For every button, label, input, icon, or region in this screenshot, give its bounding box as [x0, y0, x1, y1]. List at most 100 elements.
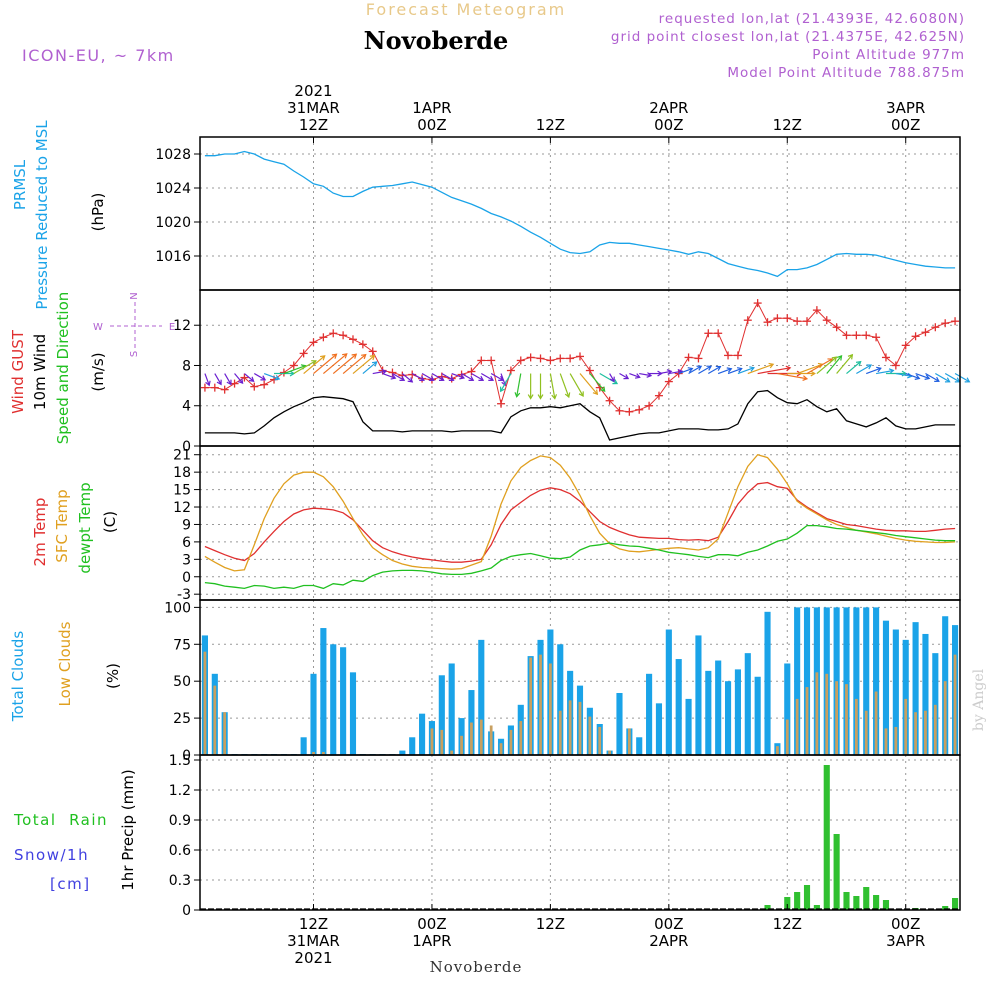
wind-arrow [471, 373, 484, 381]
total-cloud-bar [685, 698, 692, 755]
wind-arrow-head [736, 367, 743, 373]
clouds-ytick-label: 0 [182, 748, 191, 764]
wind-arrow-head [749, 366, 755, 372]
wind-arrow [322, 353, 348, 374]
wind-arrow-head [888, 368, 895, 375]
clouds-ytick-label: 50 [173, 674, 191, 690]
top-time-label: 12Z [536, 116, 565, 134]
wind-arrow [816, 356, 837, 374]
requested-coords: requested lon,lat (21.4393E, 42.6080N) [659, 11, 965, 27]
bottom-time-label: 2APR [649, 932, 688, 950]
low-cloud-bar [479, 719, 483, 755]
wind-arrow-head [468, 375, 475, 381]
wind-arrow-head [331, 353, 338, 359]
precip-axis-label: 1hr Precip (mm) [119, 769, 137, 890]
wind-arrow-head [320, 355, 326, 361]
low-cloud-bar [825, 673, 829, 755]
wind-arrow-head [600, 386, 606, 393]
wind-arrow-head [488, 375, 495, 381]
low-cloud-bar [864, 710, 868, 755]
bottom-time-label: 3APR [886, 932, 925, 950]
bottom-time-label: 00Z [417, 915, 446, 933]
wind-arrow [214, 373, 222, 385]
total-cloud-bar [310, 673, 317, 755]
total-cloud-bar [764, 611, 771, 755]
wind-arrow-head [351, 353, 358, 359]
marks-layer [200, 150, 971, 910]
precip-bar [823, 765, 830, 910]
bottom-time-label: 00Z [654, 915, 683, 933]
total-cloud-bar [853, 607, 860, 755]
pressure-ytick-label: 1028 [155, 147, 191, 163]
wind-arrow [224, 373, 232, 385]
top-time-label: 3APR [886, 99, 925, 117]
wind-arrow [559, 373, 570, 398]
precip-label-cm: [cm] [50, 875, 91, 893]
total-cloud-bar [320, 628, 327, 755]
top-time-label: 00Z [417, 116, 446, 134]
cloud-labels: Total Clouds Low Clouds (%) [9, 621, 122, 722]
temp-ytick-label: 6 [182, 535, 191, 551]
footer-location: Novoberde [430, 958, 523, 976]
wind-arrow-head [407, 377, 414, 383]
wind-arrow-head [706, 365, 713, 371]
wind-arrow [866, 367, 882, 375]
total-cloud-bar [695, 635, 702, 755]
temp-ytick-label: 12 [173, 500, 191, 516]
low-cloud-bar [509, 729, 513, 755]
pressure-ytick-label: 1016 [155, 249, 191, 265]
wind-arrow [451, 372, 465, 379]
total-cloud-bar [892, 629, 899, 755]
wind-arrow-head [855, 360, 862, 367]
total-cloud-bar [665, 629, 672, 755]
total-cloud-bar [636, 737, 643, 755]
clouds-ytick-label: 75 [173, 637, 191, 653]
bottom-time-label: 00Z [891, 915, 920, 933]
wind-arrow-head [390, 374, 397, 380]
wind-arrow [362, 361, 378, 374]
wind-arrow [303, 355, 326, 374]
wind-arrow-head [260, 375, 267, 381]
top-time-label: 2021 [294, 82, 332, 100]
precip-bar [843, 892, 850, 910]
low-cloud-bar [470, 722, 473, 755]
wind-arrow-head [726, 367, 733, 373]
grid-layer [200, 137, 960, 911]
temp-label-dewpt: dewpt Temp [76, 482, 94, 573]
temp-line-sfc-temp [204, 453, 956, 572]
low-cloud-bar [815, 672, 819, 755]
precip-bar [813, 905, 820, 910]
point-altitude: Point Altitude 977m [812, 47, 965, 63]
low-cloud-bar [776, 746, 779, 755]
wind-label-unit: (m/s) [89, 352, 107, 391]
temp-ytick-label: 15 [173, 483, 191, 499]
wind-arrow-head [564, 392, 571, 399]
gridpoint-coords: grid point closest lon,lat (21.4375E, 42… [611, 29, 965, 45]
total-cloud-bar [340, 647, 347, 755]
total-cloud-bar [655, 703, 663, 755]
low-cloud-bar [223, 712, 227, 755]
total-cloud-bar [734, 669, 741, 755]
wind-arrow [569, 373, 584, 397]
wind-arrow [480, 373, 494, 381]
low-cloud-bar [440, 729, 444, 755]
low-cloud-bar [598, 726, 602, 755]
wind-arrow-head [609, 376, 615, 383]
wind-arrow [757, 367, 791, 375]
wind-arrow [727, 368, 742, 375]
precip-ytick-label: 1.2 [169, 783, 191, 799]
low-cloud-bar [460, 735, 463, 755]
precip-bar [833, 834, 840, 910]
wind-arrow-head [831, 356, 838, 362]
low-cloud-bar [924, 710, 927, 755]
total-cloud-bar [882, 620, 890, 755]
wind-arrow-head [478, 375, 485, 381]
bottom-time-label: 31MAR [287, 932, 340, 950]
wind-arrow [856, 364, 872, 375]
wind-arrow-head [237, 378, 244, 385]
total-cloud-bar [646, 673, 653, 755]
wind-arrow-head [866, 364, 873, 370]
wind-arrow [431, 373, 444, 381]
wind-arrow [253, 373, 266, 381]
subtitle: Forecast Meteogram [366, 0, 566, 19]
